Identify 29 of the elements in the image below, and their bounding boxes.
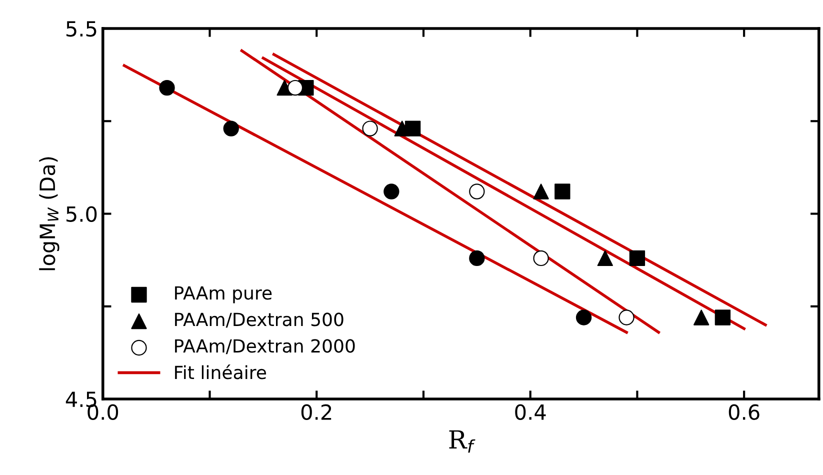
point bbox=[469, 250, 485, 266]
x-tick-label: 0.4 bbox=[515, 404, 546, 420]
point bbox=[159, 80, 175, 96]
legend-label: PAAm pure bbox=[175, 286, 272, 304]
point bbox=[394, 120, 410, 136]
y-tick-label: 5.0 bbox=[66, 206, 97, 222]
legend-label: PAAm/Dextran 2000 bbox=[175, 339, 355, 354]
point bbox=[629, 250, 646, 266]
y-tick-label: 5.5 bbox=[66, 21, 96, 37]
point bbox=[362, 120, 378, 136]
x-tick-label: 0.2 bbox=[301, 404, 332, 420]
point bbox=[384, 184, 400, 200]
point bbox=[597, 250, 613, 266]
point bbox=[469, 184, 485, 200]
point bbox=[533, 250, 549, 266]
x-tick-label: 0.6 bbox=[728, 404, 760, 420]
legend-label: Fit linéaire bbox=[175, 364, 266, 380]
x-axis-title: R$_{f}$ bbox=[449, 430, 476, 453]
point bbox=[404, 120, 421, 136]
point bbox=[554, 184, 570, 200]
point bbox=[618, 310, 634, 326]
point bbox=[714, 310, 731, 326]
point bbox=[533, 184, 549, 200]
y-axis-title: logM$_{W}$ (Da) bbox=[39, 157, 60, 270]
legend-label: PAAm/Dextran 500 bbox=[175, 312, 344, 328]
point bbox=[576, 310, 592, 326]
point bbox=[287, 80, 304, 96]
point bbox=[223, 120, 239, 136]
point bbox=[693, 310, 710, 326]
